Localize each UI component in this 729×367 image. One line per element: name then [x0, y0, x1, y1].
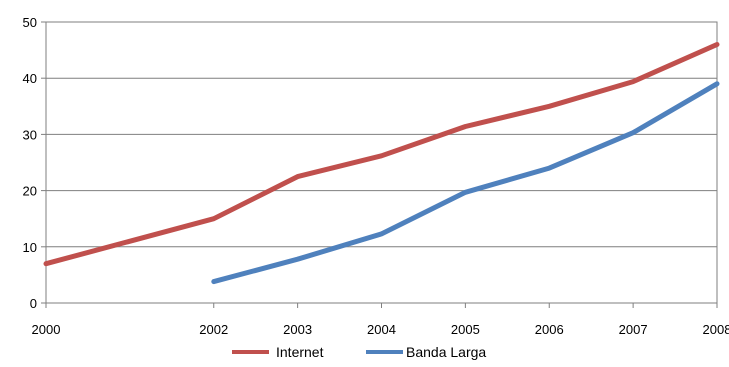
series-line-internet — [43, 42, 720, 267]
legend: Internet Banda Larga — [232, 344, 486, 360]
x-tick-label: 2008 — [703, 322, 729, 337]
plot-area-border — [45, 21, 718, 304]
x-tick-label: 2000 — [32, 322, 61, 337]
y-tick-label: 0 — [30, 296, 37, 311]
x-tick-label: 2003 — [283, 322, 312, 337]
y-tick-label: 20 — [23, 184, 37, 199]
axes — [45, 21, 718, 304]
series-lines — [43, 42, 720, 285]
y-tick-label: 40 — [23, 71, 37, 86]
legend-label: Banda Larga — [406, 344, 486, 360]
gridlines — [46, 21, 717, 248]
legend-label: Internet — [276, 344, 324, 360]
x-tick-label: 2005 — [451, 322, 480, 337]
x-tick-label: 2002 — [199, 322, 228, 337]
y-tick-label: 50 — [23, 15, 37, 30]
x-tick-label: 2006 — [535, 322, 564, 337]
x-tick-label: 2004 — [367, 322, 396, 337]
x-axis-ticks: 2000 2002 2003 2004 2005 2006 2007 2008 — [32, 303, 729, 337]
y-tick-label: 30 — [23, 127, 37, 142]
y-tick-label: 10 — [23, 240, 37, 255]
x-tick-label: 2007 — [619, 322, 648, 337]
y-axis-ticks: 0 10 20 30 40 50 — [23, 15, 46, 311]
